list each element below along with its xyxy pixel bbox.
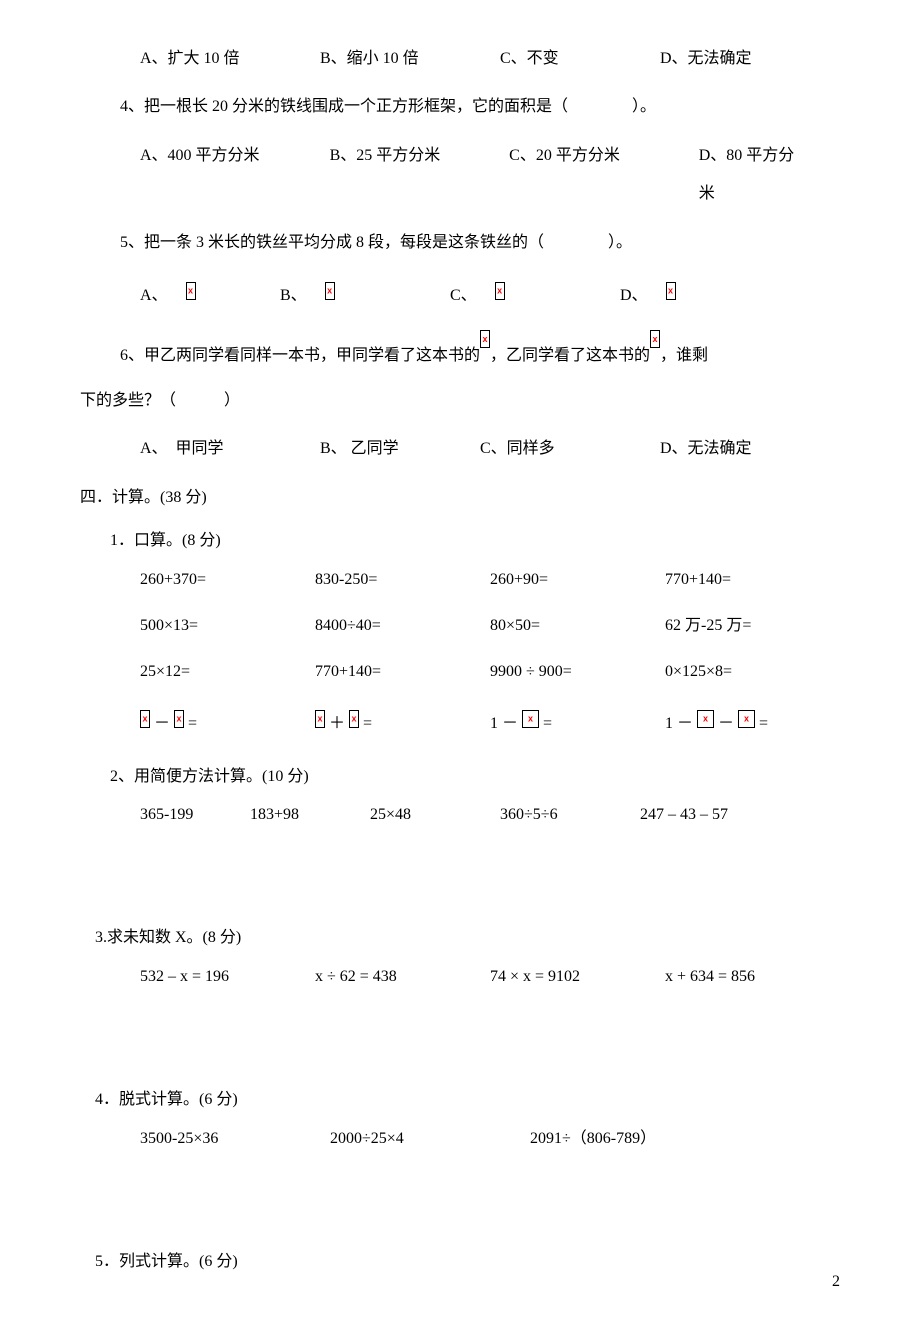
- simp-row: 365-199 183+98 25×48 360÷5÷6 247 – 43 – …: [80, 796, 840, 834]
- r3a: 25×12=: [140, 653, 315, 691]
- calc-row-1: 260+370= 830-250= 260+90= 770+140=: [80, 561, 840, 599]
- placeholder-icon: [650, 330, 660, 348]
- u-c: 74 × x = 9102: [490, 958, 665, 996]
- r3b: 770+140=: [315, 653, 490, 691]
- placeholder-icon: [140, 710, 150, 728]
- q3-opt-b: B、缩小 10 倍: [320, 40, 470, 78]
- q6-opt-c: C、同样多: [480, 430, 630, 468]
- q3-options: A、扩大 10 倍 B、缩小 10 倍 C、不变 D、无法确定: [80, 40, 840, 78]
- q4-text: 4、把一根长 20 分米的铁线围成一个正方形框架，它的面积是（ ）。: [80, 88, 840, 126]
- unk-row: 532 – x = 196 x ÷ 62 = 438 74 × x = 9102…: [80, 958, 840, 996]
- sec4-sub5: 5．列式计算。(6 分): [80, 1243, 840, 1281]
- q5-opt-a: A、: [140, 272, 280, 320]
- q4-options: A、400 平方分米 B、25 平方分米 C、20 平方分米 D、80 平方分米: [80, 137, 840, 214]
- sec4-sub2: 2、用简便方法计算。(10 分): [80, 758, 840, 796]
- r2d: 62 万-25 万=: [665, 607, 840, 645]
- page-number: 2: [832, 1263, 840, 1301]
- placeholder-icon: [522, 710, 539, 728]
- frac-a: － =: [140, 700, 315, 748]
- frac-c: 1 － =: [490, 700, 665, 748]
- r1a: 260+370=: [140, 561, 315, 599]
- placeholder-icon: [666, 282, 676, 300]
- r3c: 9900 ÷ 900=: [490, 653, 665, 691]
- r2b: 8400÷40=: [315, 607, 490, 645]
- q4-opt-c: C、20 平方分米: [509, 137, 669, 214]
- q3-opt-a: A、扩大 10 倍: [140, 40, 290, 78]
- q5-text: 5、把一条 3 米长的铁丝平均分成 8 段，每段是这条铁丝的（ ）。: [80, 224, 840, 262]
- t-c: 2091÷（806-789）: [530, 1120, 840, 1158]
- calc-row-2: 500×13= 8400÷40= 80×50= 62 万-25 万=: [80, 607, 840, 645]
- q5-opt-b: B、: [280, 272, 450, 320]
- placeholder-icon: [697, 710, 714, 728]
- q4-opt-b: B、25 平方分米: [330, 137, 480, 214]
- sec4-sub1: 1．口算。(8 分): [80, 522, 840, 560]
- u-b: x ÷ 62 = 438: [315, 958, 490, 996]
- frac-d: 1 － － =: [665, 700, 840, 748]
- r2c: 80×50=: [490, 607, 665, 645]
- placeholder-icon: [315, 710, 325, 728]
- u-a: 532 – x = 196: [140, 958, 315, 996]
- placeholder-icon: [495, 282, 505, 300]
- q6-line1: 6、甲乙两同学看同样一本书，甲同学看了这本书的，乙同学看了这本书的，谁剩: [80, 330, 840, 372]
- frac-b: ＋ =: [315, 700, 490, 748]
- placeholder-icon: [186, 282, 196, 300]
- r2a: 500×13=: [140, 607, 315, 645]
- sec4-title: 四．计算。(38 分): [80, 479, 840, 517]
- r1c: 260+90=: [490, 561, 665, 599]
- r1d: 770+140=: [665, 561, 840, 599]
- q6-line2: 下的多些？（ ）: [80, 382, 840, 420]
- t-b: 2000÷25×4: [330, 1120, 530, 1158]
- tuo-row: 3500-25×36 2000÷25×4 2091÷（806-789）: [80, 1120, 840, 1158]
- s-e: 247 – 43 – 57: [640, 796, 840, 834]
- q5-opt-d: D、: [620, 272, 676, 320]
- q5-options: A、 B、 C、 D、: [80, 272, 840, 320]
- s-a: 365-199: [140, 796, 250, 834]
- t-a: 3500-25×36: [140, 1120, 330, 1158]
- u-d: x + 634 = 856: [665, 958, 840, 996]
- q6-opt-d: D、无法确定: [660, 430, 752, 468]
- placeholder-icon: [174, 710, 184, 728]
- q4-opt-d: D、80 平方分米: [699, 137, 810, 214]
- calc-row-frac: － = ＋ = 1 － = 1 － － =: [80, 700, 840, 748]
- r3d: 0×125×8=: [665, 653, 840, 691]
- s-c: 25×48: [370, 796, 500, 834]
- sec4-sub4: 4．脱式计算。(6 分): [80, 1081, 840, 1119]
- s-d: 360÷5÷6: [500, 796, 640, 834]
- q6-opt-b: B、 乙同学: [320, 430, 450, 468]
- q6-opt-a: A、 甲同学: [140, 430, 290, 468]
- placeholder-icon: [480, 330, 490, 348]
- r1b: 830-250=: [315, 561, 490, 599]
- q5-opt-c: C、: [450, 272, 620, 320]
- q6-options: A、 甲同学 B、 乙同学 C、同样多 D、无法确定: [80, 430, 840, 468]
- q4-opt-a: A、400 平方分米: [140, 137, 300, 214]
- q3-opt-d: D、无法确定: [660, 40, 752, 78]
- q3-opt-c: C、不变: [500, 40, 630, 78]
- placeholder-icon: [738, 710, 755, 728]
- placeholder-icon: [349, 710, 359, 728]
- calc-row-3: 25×12= 770+140= 9900 ÷ 900= 0×125×8=: [80, 653, 840, 691]
- placeholder-icon: [325, 282, 335, 300]
- s-b: 183+98: [250, 796, 370, 834]
- sec4-sub3: 3.求未知数 X。(8 分): [80, 919, 840, 957]
